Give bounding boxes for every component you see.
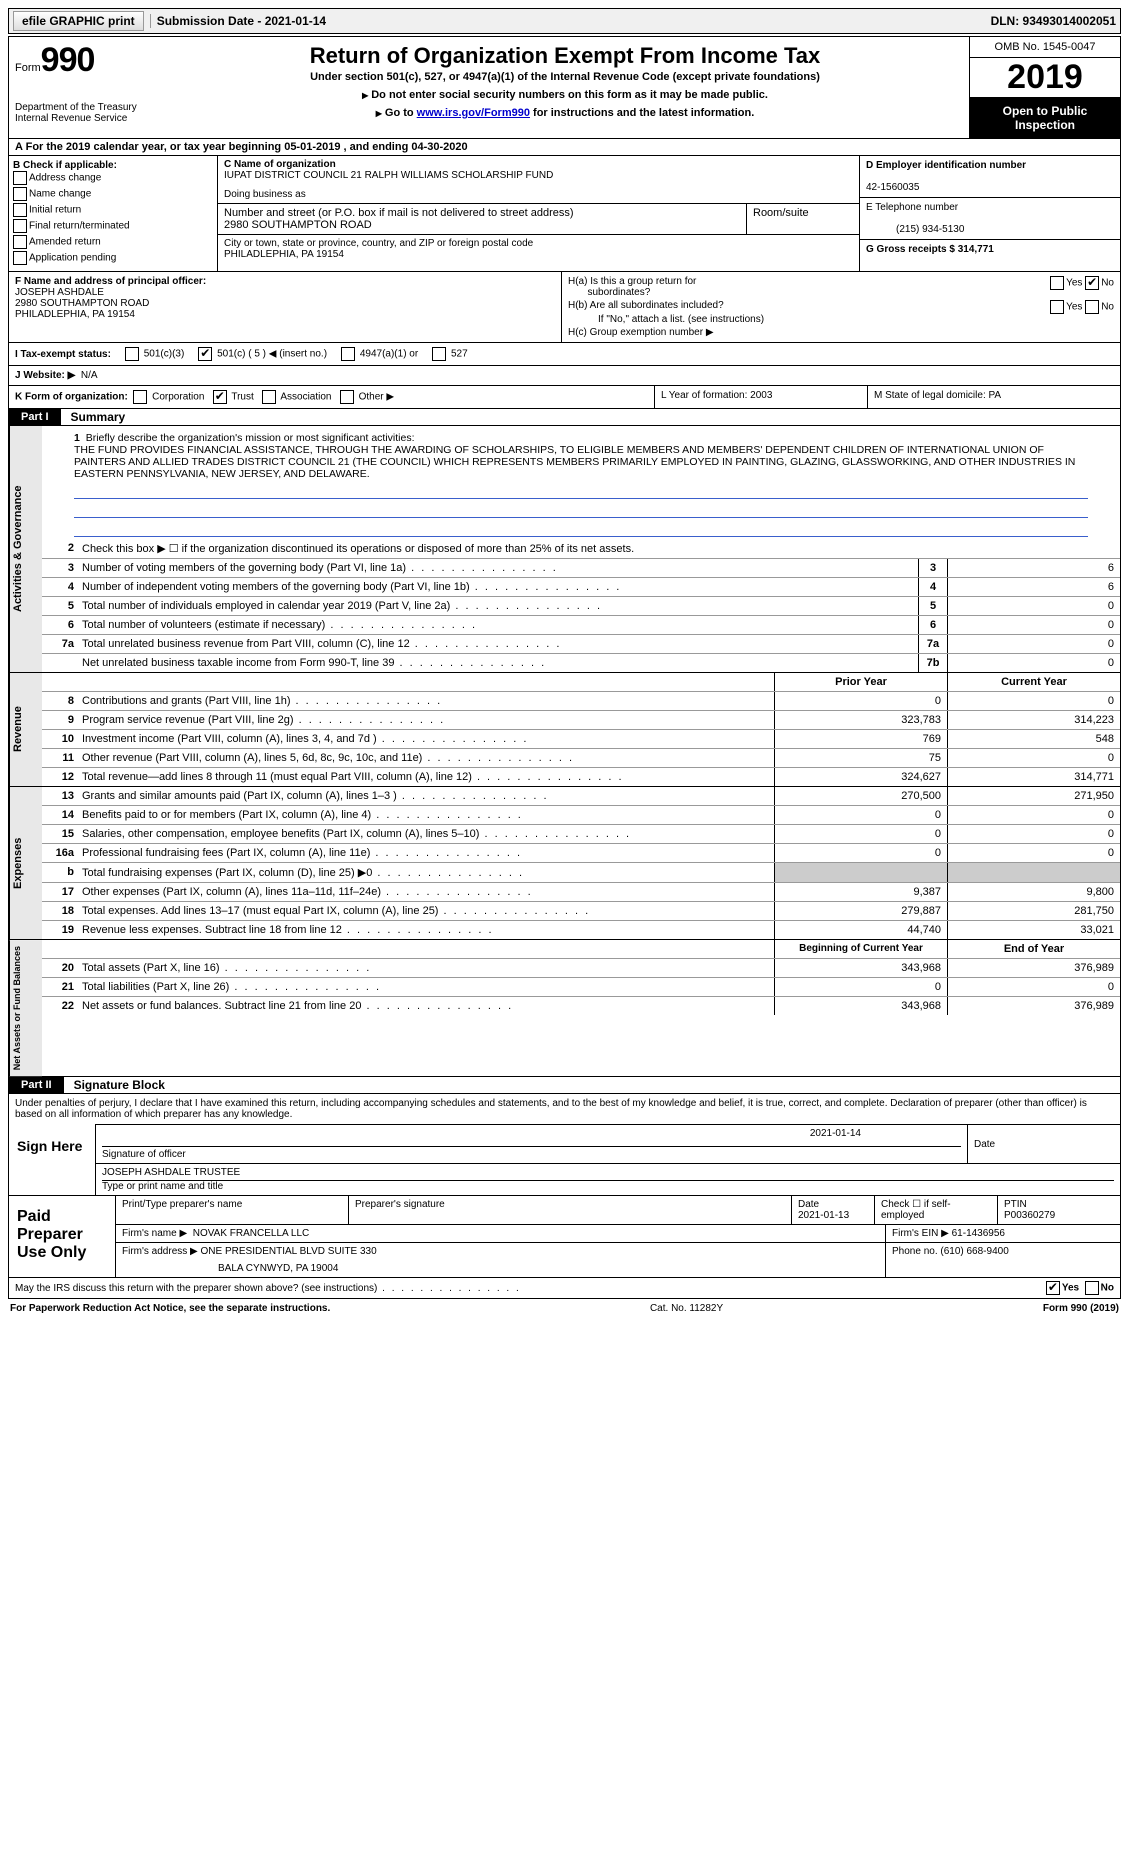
table-row: 19Revenue less expenses. Subtract line 1… [42, 921, 1120, 939]
cb-trust[interactable] [213, 390, 227, 404]
table-row: 12Total revenue—add lines 8 through 11 (… [42, 768, 1120, 786]
principal-officer: F Name and address of principal officer:… [9, 272, 562, 342]
part2-header: Part II Signature Block [8, 1077, 1121, 1094]
vert-netassets: Net Assets or Fund Balances [9, 940, 42, 1076]
expenses-section: Expenses 13Grants and similar amounts pa… [8, 787, 1121, 940]
row-a-period: A For the 2019 calendar year, or tax yea… [8, 139, 1121, 156]
cb-name-change[interactable] [13, 187, 27, 201]
perjury-text: Under penalties of perjury, I declare th… [9, 1094, 1120, 1124]
table-row: 11Other revenue (Part VIII, column (A), … [42, 749, 1120, 768]
table-row: 20Total assets (Part X, line 16)343,9683… [42, 959, 1120, 978]
subtitle-1: Under section 501(c), 527, or 4947(a)(1)… [167, 71, 963, 83]
sub3-pre: Go to [385, 107, 417, 119]
form-header: Form990 Department of the Treasury Inter… [8, 36, 1121, 139]
cb-initial-return[interactable] [13, 203, 27, 217]
cb-ha-yes[interactable] [1050, 276, 1064, 290]
gross-receipts: G Gross receipts $ 314,771 [866, 244, 994, 255]
cb-other[interactable] [340, 390, 354, 404]
subtitle-2: Do not enter social security numbers on … [371, 89, 768, 101]
dept-label: Department of the Treasury Internal Reve… [15, 102, 155, 124]
cb-address-change[interactable] [13, 171, 27, 185]
row-i-tax-status: I Tax-exempt status: 501(c)(3) 501(c) ( … [8, 343, 1121, 366]
sub3-post: for instructions and the latest informat… [530, 107, 754, 119]
table-row: 21Total liabilities (Part X, line 26)00 [42, 978, 1120, 997]
gov-row: 6Total number of volunteers (estimate if… [42, 616, 1120, 635]
signature-block: Under penalties of perjury, I declare th… [8, 1094, 1121, 1196]
gov-row: 4Number of independent voting members of… [42, 578, 1120, 597]
vert-governance: Activities & Governance [9, 426, 42, 672]
table-row: 9Program service revenue (Part VIII, lin… [42, 711, 1120, 730]
table-row: 17Other expenses (Part IX, column (A), l… [42, 883, 1120, 902]
efile-print-button[interactable]: efile GRAPHIC print [13, 11, 144, 31]
table-row: 22Net assets or fund balances. Subtract … [42, 997, 1120, 1015]
table-row: 16aProfessional fundraising fees (Part I… [42, 844, 1120, 863]
officer-name: JOSEPH ASHDALE TRUSTEE [102, 1167, 240, 1178]
paid-preparer: Paid Preparer Use Only Print/Type prepar… [8, 1196, 1121, 1278]
table-row: 10Investment income (Part VIII, column (… [42, 730, 1120, 749]
discuss-row: May the IRS discuss this return with the… [8, 1278, 1121, 1299]
cb-app-pending[interactable] [13, 251, 27, 265]
form-title: Return of Organization Exempt From Incom… [167, 43, 963, 69]
sign-here-label: Sign Here [9, 1124, 95, 1195]
section-fh: F Name and address of principal officer:… [8, 272, 1121, 343]
col-c-org: C Name of organization IUPAT DISTRICT CO… [218, 156, 859, 271]
revenue-section: Revenue Prior Year Current Year 8Contrib… [8, 673, 1121, 787]
table-row: 15Salaries, other compensation, employee… [42, 825, 1120, 844]
form-number: 990 [41, 41, 95, 79]
table-row: 13Grants and similar amounts paid (Part … [42, 787, 1120, 806]
top-bar: efile GRAPHIC print Submission Date - 20… [8, 8, 1121, 34]
cb-discuss-yes[interactable] [1046, 1281, 1060, 1295]
cb-501c3[interactable] [125, 347, 139, 361]
gov-row: 2Check this box ▶ ☐ if the organization … [42, 539, 1120, 559]
section-bcd: B Check if applicable: Address change Na… [8, 156, 1121, 272]
org-address: 2980 SOUTHAMPTON ROAD [224, 219, 372, 231]
table-row: 14Benefits paid to or for members (Part … [42, 806, 1120, 825]
cb-discuss-no[interactable] [1085, 1281, 1099, 1295]
cb-hb-no[interactable] [1085, 300, 1099, 314]
ein: 42-1560035 [866, 182, 919, 193]
cb-4947[interactable] [341, 347, 355, 361]
cb-527[interactable] [432, 347, 446, 361]
footer: For Paperwork Reduction Act Notice, see … [8, 1299, 1121, 1314]
cb-assoc[interactable] [262, 390, 276, 404]
table-row: 18Total expenses. Add lines 13–17 (must … [42, 902, 1120, 921]
netassets-section: Net Assets or Fund Balances Beginning of… [8, 940, 1121, 1077]
org-city: PHILADLEPHIA, PA 19154 [224, 249, 344, 260]
gov-row: 5Total number of individuals employed in… [42, 597, 1120, 616]
firm-name: NOVAK FRANCELLA LLC [193, 1228, 310, 1239]
year-formation: L Year of formation: 2003 [654, 386, 867, 408]
col-b-checkboxes: B Check if applicable: Address change Na… [9, 156, 218, 271]
group-return-section: H(a) Is this a group return for subordin… [562, 272, 1120, 342]
open-to-public: Open to Public Inspection [970, 98, 1120, 138]
gov-row: Net unrelated business taxable income fr… [42, 654, 1120, 672]
table-row: 8Contributions and grants (Part VIII, li… [42, 692, 1120, 711]
vert-revenue: Revenue [9, 673, 42, 786]
gov-row: 7aTotal unrelated business revenue from … [42, 635, 1120, 654]
form990-link[interactable]: www.irs.gov/Form990 [417, 107, 530, 119]
omb-number: OMB No. 1545-0047 [970, 37, 1120, 58]
mission-text: THE FUND PROVIDES FINANCIAL ASSISTANCE, … [74, 444, 1088, 480]
cb-ha-no[interactable] [1085, 276, 1099, 290]
vert-expenses: Expenses [9, 787, 42, 939]
cb-amended[interactable] [13, 235, 27, 249]
phone: (215) 934-5130 [866, 224, 964, 235]
org-name: IUPAT DISTRICT COUNCIL 21 RALPH WILLIAMS… [224, 170, 553, 181]
cb-501c[interactable] [198, 347, 212, 361]
dln: DLN: 93493014002051 [991, 14, 1116, 28]
part1-header: Part I Summary [8, 409, 1121, 426]
form-label: Form [15, 62, 41, 74]
cb-hb-yes[interactable] [1050, 300, 1064, 314]
table-row: bTotal fundraising expenses (Part IX, co… [42, 863, 1120, 883]
activities-governance: Activities & Governance 1 Briefly descri… [8, 426, 1121, 673]
state-domicile: M State of legal domicile: PA [867, 386, 1120, 408]
cb-final-return[interactable] [13, 219, 27, 233]
row-j-website: J Website: ▶ N/A [8, 366, 1121, 386]
gov-row: 3Number of voting members of the governi… [42, 559, 1120, 578]
submission-date: Submission Date - 2021-01-14 [150, 14, 326, 28]
cb-corp[interactable] [133, 390, 147, 404]
col-d-info: D Employer identification number 42-1560… [859, 156, 1120, 271]
tax-year: 2019 [970, 58, 1120, 98]
row-klm: K Form of organization: Corporation Trus… [8, 386, 1121, 409]
